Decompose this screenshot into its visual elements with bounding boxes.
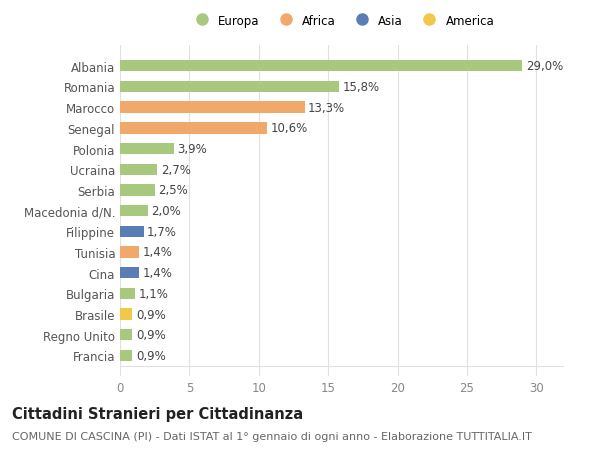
Bar xyxy=(120,350,133,361)
Legend: Europa, Africa, Asia, America: Europa, Africa, Asia, America xyxy=(187,12,497,30)
Text: 1,4%: 1,4% xyxy=(143,246,173,259)
Bar xyxy=(120,144,174,155)
Bar xyxy=(120,247,139,258)
Text: 2,7%: 2,7% xyxy=(161,163,191,176)
Bar xyxy=(120,309,133,320)
Bar xyxy=(120,102,305,113)
Text: 10,6%: 10,6% xyxy=(271,122,308,135)
Text: 1,1%: 1,1% xyxy=(139,287,169,300)
Text: 0,9%: 0,9% xyxy=(136,329,166,341)
Text: COMUNE DI CASCINA (PI) - Dati ISTAT al 1° gennaio di ogni anno - Elaborazione TU: COMUNE DI CASCINA (PI) - Dati ISTAT al 1… xyxy=(12,431,532,442)
Text: Cittadini Stranieri per Cittadinanza: Cittadini Stranieri per Cittadinanza xyxy=(12,406,303,421)
Bar xyxy=(120,330,133,341)
Text: 29,0%: 29,0% xyxy=(526,60,563,73)
Bar xyxy=(120,268,139,279)
Bar xyxy=(120,82,339,93)
Bar xyxy=(120,185,155,196)
Text: 3,9%: 3,9% xyxy=(178,143,208,156)
Bar xyxy=(120,123,267,134)
Bar xyxy=(120,226,143,237)
Text: 2,0%: 2,0% xyxy=(151,205,181,218)
Bar xyxy=(120,206,148,217)
Text: 2,5%: 2,5% xyxy=(158,184,188,197)
Text: 1,4%: 1,4% xyxy=(143,267,173,280)
Text: 1,7%: 1,7% xyxy=(147,225,177,238)
Text: 15,8%: 15,8% xyxy=(343,81,380,94)
Text: 0,9%: 0,9% xyxy=(136,308,166,321)
Bar xyxy=(120,61,523,72)
Bar xyxy=(120,288,135,299)
Text: 13,3%: 13,3% xyxy=(308,101,345,114)
Text: 0,9%: 0,9% xyxy=(136,349,166,362)
Bar xyxy=(120,164,157,175)
